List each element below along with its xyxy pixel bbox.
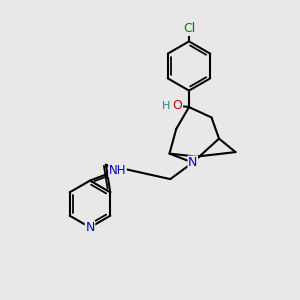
Text: Cl: Cl	[183, 22, 195, 35]
Text: N: N	[188, 156, 197, 169]
Text: NH: NH	[109, 164, 126, 177]
Text: H: H	[162, 100, 170, 111]
Text: N: N	[85, 221, 95, 234]
Text: O: O	[173, 99, 182, 112]
